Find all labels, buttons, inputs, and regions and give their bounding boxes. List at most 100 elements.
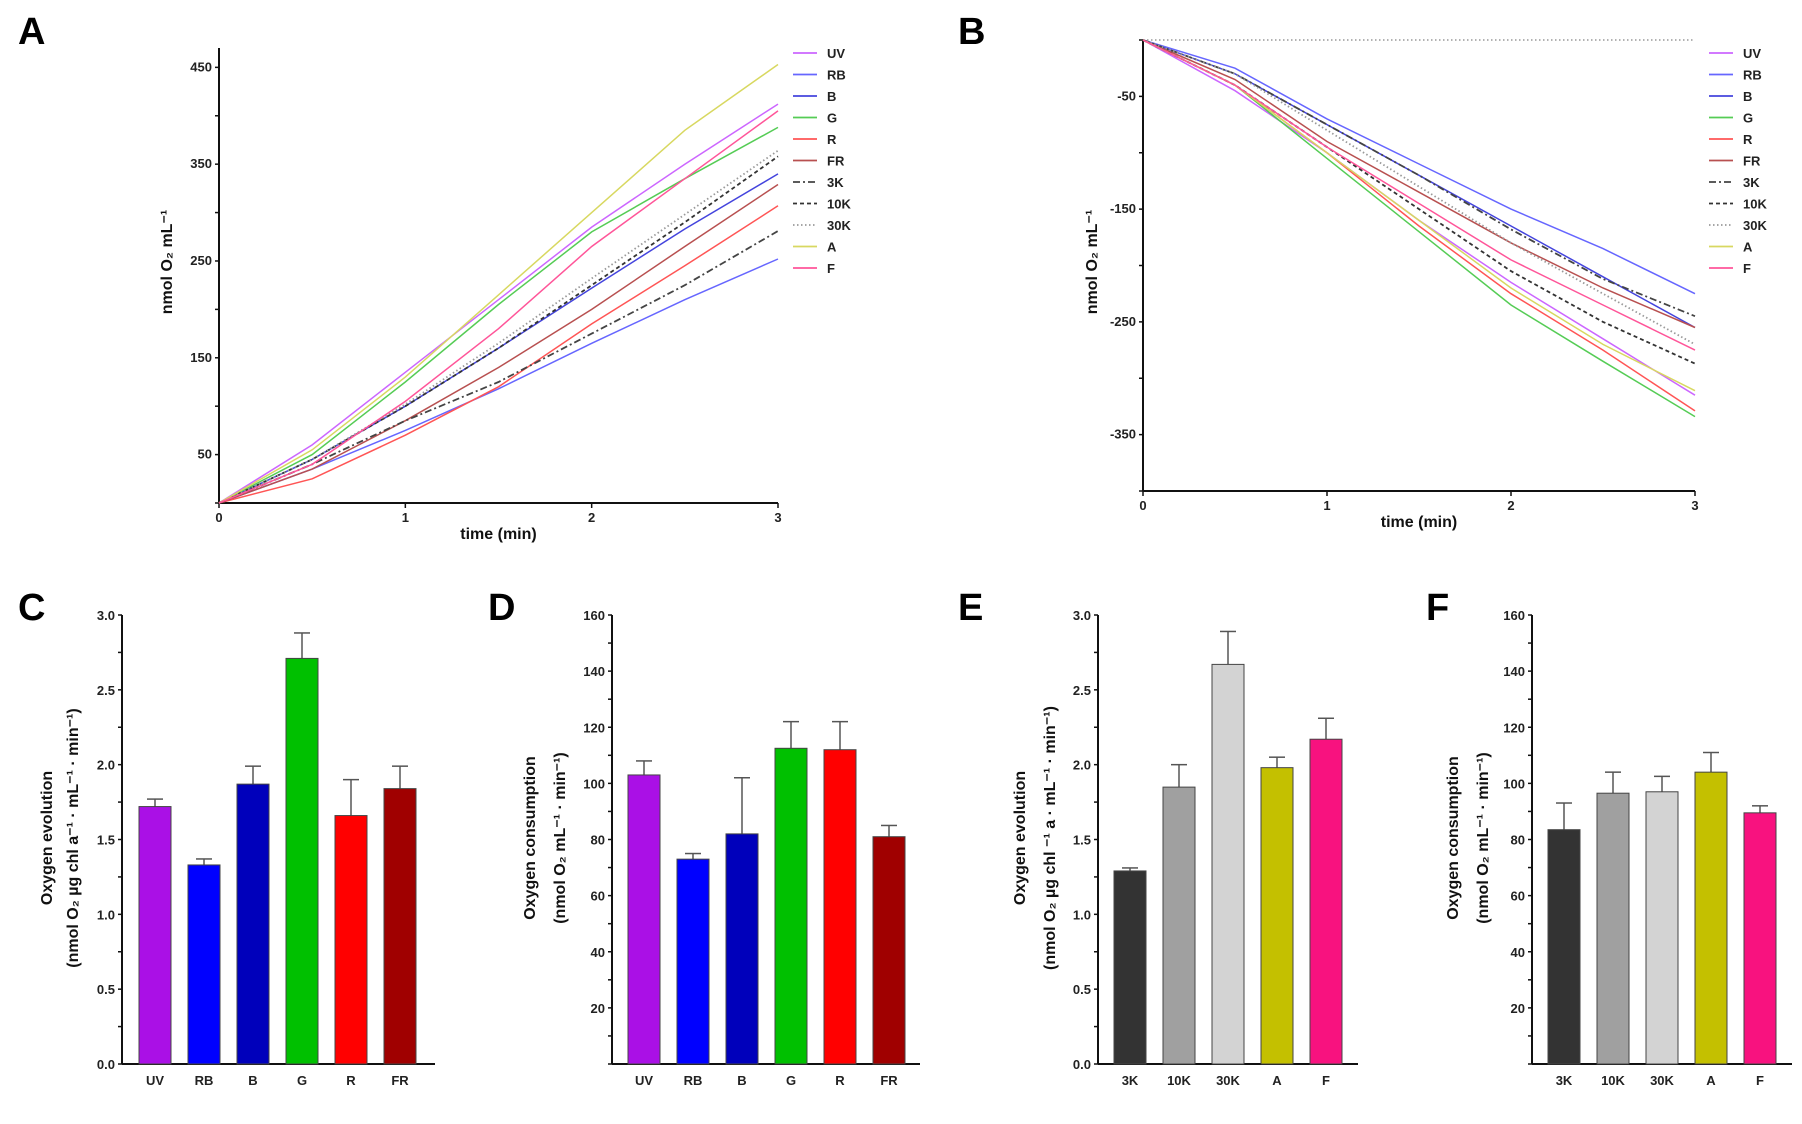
legend-label: G <box>827 111 837 126</box>
x-tick-label: 30K <box>1216 1073 1240 1088</box>
y-tick-label: 140 <box>1503 664 1525 679</box>
y-tick-label: 60 <box>1511 889 1525 904</box>
y-tick-label: 1.5 <box>97 833 115 848</box>
bar-30K <box>1211 663 1245 1065</box>
chart-panel-E: 0.0 0.5 1.0 1.5 2.0 2.5 3.0 3K 10K 30K A F Oxygen ev… <box>1012 608 1358 1088</box>
series-line-RB <box>1142 39 1696 295</box>
x-tick-label: G <box>786 1073 796 1088</box>
y-axis-subtitle: (nmol O₂ mL⁻¹ · min⁻¹) <box>1475 752 1492 924</box>
y-tick-label: 350 <box>190 156 212 171</box>
legend-label: F <box>827 261 835 276</box>
series-line-G <box>218 126 779 504</box>
y-tick-label: -250 <box>1110 314 1136 329</box>
legend-label: A <box>1743 240 1753 255</box>
y-tick-label: 20 <box>591 1001 605 1016</box>
legend-label: G <box>1743 111 1753 126</box>
legend-label: A <box>827 240 837 255</box>
y-axis-title: Oxygen consumption <box>1445 756 1462 920</box>
chart-panel-C: 0.0 0.5 1.0 1.5 2.0 2.5 3.0 UV RB B G R FR Oxygen evo… <box>39 608 435 1088</box>
series-line-G <box>1142 39 1696 418</box>
x-tick-label: 2 <box>1507 498 1514 513</box>
x-tick-label: 1 <box>402 510 409 525</box>
y-axis-title: nmol O₂ mL⁻¹ <box>159 210 176 314</box>
legend-label: 30K <box>1743 218 1767 233</box>
legend-label: F <box>1743 261 1751 276</box>
series-line-F <box>1142 39 1696 351</box>
bar-F <box>1309 738 1343 1065</box>
y-tick-label: 0.5 <box>97 982 115 997</box>
legend-label: RB <box>827 68 846 83</box>
x-tick-label: 3K <box>1556 1073 1573 1088</box>
x-tick-label: RB <box>195 1073 214 1088</box>
series-line-FR <box>1142 39 1696 329</box>
x-tick-label: 1 <box>1323 498 1330 513</box>
x-tick-label: R <box>346 1073 356 1088</box>
series-line-FR <box>218 183 779 504</box>
y-tick-label: 80 <box>1511 833 1525 848</box>
y-tick-label: 40 <box>591 945 605 960</box>
x-tick-label: RB <box>684 1073 703 1088</box>
series-line-30K <box>218 149 779 504</box>
y-tick-label: 1.0 <box>1073 907 1091 922</box>
x-axis-title: time (min) <box>460 526 536 543</box>
y-tick-label: 2.5 <box>97 683 115 698</box>
series-line-A <box>1142 39 1696 392</box>
x-tick-label: 3 <box>1691 498 1698 513</box>
chart-panel-D: 20 40 60 80 100 120 140 160 UV RB B G R FR Oxygen cons… <box>522 608 920 1088</box>
panel-label: A <box>18 11 45 53</box>
bar-30K <box>1645 791 1679 1065</box>
legend-label: RB <box>1743 68 1762 83</box>
legend-label: 3K <box>1743 175 1760 190</box>
x-tick-label: 10K <box>1601 1073 1625 1088</box>
x-tick-label: FR <box>391 1073 409 1088</box>
y-tick-label: 250 <box>190 253 212 268</box>
panel-label: C <box>18 587 45 629</box>
panel-label: B <box>958 11 985 53</box>
bar-UV <box>138 806 172 1065</box>
legend-label: UV <box>1743 46 1761 61</box>
bar-G <box>285 657 319 1065</box>
x-tick-label: G <box>297 1073 307 1088</box>
series-line-10K <box>1142 39 1696 365</box>
legend-label: B <box>1743 89 1752 104</box>
y-axis-title: nmol O₂ mL⁻¹ <box>1084 210 1101 314</box>
y-tick-label: 160 <box>583 608 605 623</box>
x-tick-label: 0 <box>215 510 222 525</box>
series-line-A <box>218 63 779 504</box>
y-tick-label: 160 <box>1503 608 1525 623</box>
y-tick-label: 120 <box>583 720 605 735</box>
bar-G <box>774 747 808 1065</box>
x-tick-label: 2 <box>588 510 595 525</box>
y-tick-label: 100 <box>1503 776 1525 791</box>
legend-label: 10K <box>1743 197 1767 212</box>
bar-B <box>236 783 270 1065</box>
x-tick-label: A <box>1706 1073 1716 1088</box>
series-line-R <box>1142 39 1696 412</box>
x-tick-label: 30K <box>1650 1073 1674 1088</box>
chart-panel-F: 20 40 60 80 100 120 140 160 3K 10K 30K A F Oxygen con… <box>1445 608 1792 1088</box>
y-tick-label: 40 <box>1511 945 1525 960</box>
y-tick-label: 3.0 <box>1073 608 1091 623</box>
y-axis-subtitle: (nmol O₂ µg chl ⁻¹ a · mL⁻¹ · min⁻¹) <box>1042 706 1059 970</box>
series-line-R <box>218 205 779 504</box>
bar-R <box>334 815 368 1065</box>
x-tick-label: 10K <box>1167 1073 1191 1088</box>
x-tick-label: A <box>1272 1073 1282 1088</box>
y-tick-label: 0.0 <box>1073 1057 1091 1072</box>
bar-FR <box>383 788 417 1065</box>
panel-label: F <box>1426 587 1449 629</box>
y-tick-label: 2.0 <box>1073 758 1091 773</box>
series-line-B <box>218 173 779 504</box>
y-tick-label: 140 <box>583 664 605 679</box>
x-axis-title: time (min) <box>1381 514 1457 531</box>
x-tick-label: UV <box>635 1073 653 1088</box>
bar-F <box>1743 812 1777 1065</box>
x-tick-label: B <box>737 1073 746 1088</box>
panel-label: D <box>488 587 515 629</box>
y-tick-label: 80 <box>591 833 605 848</box>
y-tick-label: 60 <box>591 889 605 904</box>
bar-FR <box>872 836 906 1065</box>
bar-10K <box>1162 786 1196 1065</box>
x-tick-label: 3 <box>774 510 781 525</box>
x-tick-label: F <box>1322 1073 1330 1088</box>
